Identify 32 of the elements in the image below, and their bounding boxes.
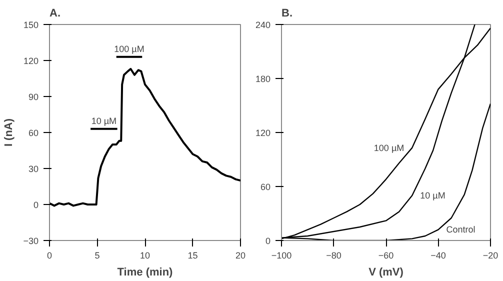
annotation: 100 µM — [114, 44, 144, 54]
y-tick-label: 150 — [23, 20, 39, 30]
y-tick-label: 60 — [260, 182, 271, 192]
x-axis-title: Time (min) — [117, 266, 174, 278]
y-tick-label: 0 — [265, 236, 271, 246]
x-tick-label: 10 — [140, 250, 150, 260]
y-tick-label: 180 — [255, 74, 271, 84]
x-tick-label: −40 — [430, 250, 446, 260]
series-label: 100 µM — [374, 142, 404, 153]
x-tick-label: 15 — [188, 250, 198, 260]
y-tick-label: 120 — [23, 56, 39, 66]
y-axis-title: I (nA) — [3, 118, 16, 147]
x-tick-label: −60 — [378, 250, 394, 260]
x-tick-label: −20 — [482, 250, 498, 260]
series-label: Control — [446, 224, 476, 235]
x-axis-title: V (mV) — [368, 266, 404, 278]
chart-title: A. — [50, 8, 60, 20]
x-tick-label: −100 — [271, 250, 292, 260]
x-tick-label: 20 — [235, 250, 246, 260]
chart-title: B. — [282, 8, 292, 20]
y-tick-label: 90 — [28, 92, 39, 102]
y-tick-label: 60 — [28, 128, 39, 138]
x-tick-label: −80 — [326, 250, 342, 260]
x-tick-label: 0 — [46, 250, 52, 260]
annotation: 10 µM — [91, 116, 117, 126]
y-tick-label: 0 — [33, 200, 39, 210]
y-tick-label: −30 — [23, 236, 39, 246]
y-tick-label: 30 — [28, 164, 39, 174]
series-label: 10 µM — [420, 190, 446, 200]
y-tick-label: 240 — [255, 20, 271, 30]
x-tick-label: 5 — [94, 250, 100, 260]
y-tick-label: 120 — [255, 128, 271, 138]
